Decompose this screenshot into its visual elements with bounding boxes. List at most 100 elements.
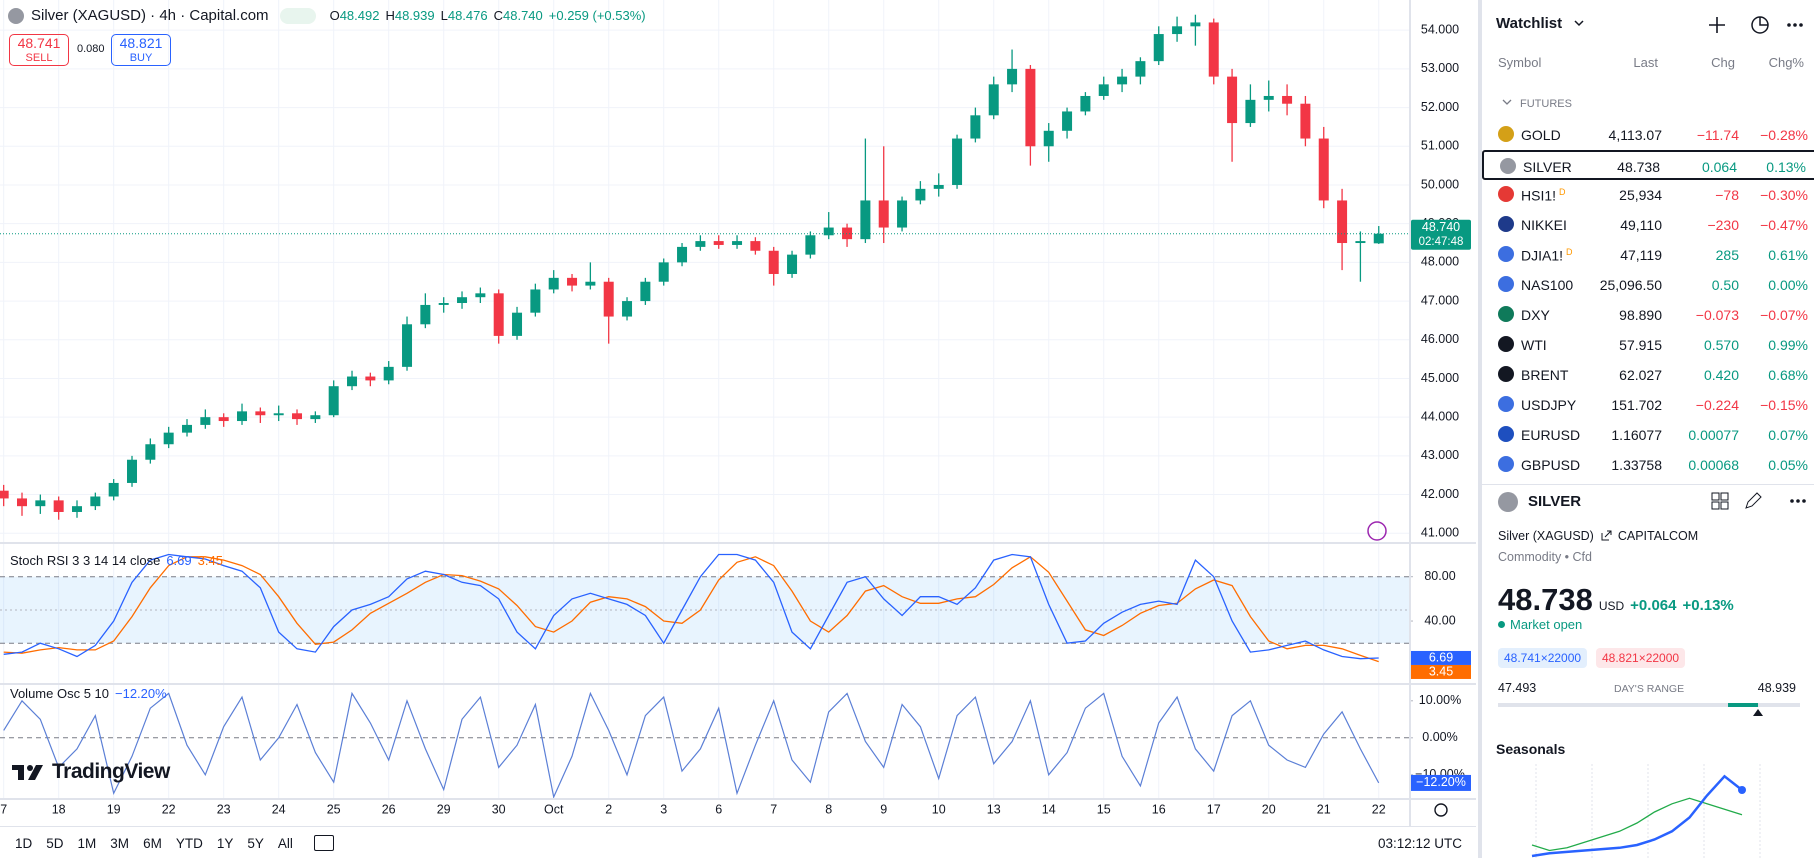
symbol: USDJPY <box>1521 397 1577 413</box>
candle-body <box>1080 95 1091 112</box>
range-button[interactable]: 5Y <box>247 835 264 851</box>
watchlist-row[interactable]: DJIA1! D 47,119 285 0.61% <box>1482 240 1814 270</box>
candle-body <box>237 411 248 422</box>
chg-pct: 0.07% <box>1768 427 1808 443</box>
watchlist-row[interactable]: DXY 98.890 −0.073 −0.07% <box>1482 300 1814 330</box>
watchlist-row[interactable]: HSI1! D 25,934 −78 −0.30% <box>1482 180 1814 210</box>
range-label: DAY'S RANGE <box>1614 683 1685 695</box>
y-tick-label: 80.00 <box>1424 569 1455 583</box>
date-range-icon[interactable] <box>313 835 334 851</box>
stoch-legend: Stoch RSI 3 3 14 14 close 6.69 3.45 <box>10 553 223 568</box>
watchlist-row[interactable]: WTI 57.915 0.570 0.99% <box>1482 330 1814 360</box>
candle-body <box>17 498 28 507</box>
external-link[interactable] <box>1600 530 1612 542</box>
buy-button[interactable]: 48.821 BUY <box>111 34 171 66</box>
watchlist-row[interactable]: NAS100 25,096.50 0.50 0.00% <box>1482 270 1814 300</box>
y-tick-label: 41.000 <box>1421 526 1459 540</box>
y-tick-label: 53.000 <box>1421 61 1459 75</box>
symbol-icon <box>1498 396 1514 412</box>
candle-body <box>842 227 853 240</box>
candle-body <box>768 250 779 274</box>
candle-body <box>457 297 468 304</box>
candle-body <box>347 376 358 387</box>
candle-body <box>713 241 724 245</box>
watchlist-row[interactable]: USDJPY 151.702 −0.224 −0.15% <box>1482 390 1814 420</box>
market-status: Market open <box>1498 617 1582 632</box>
value-tag-label: 3.45 <box>1429 664 1453 678</box>
x-tick-label: 23 <box>217 802 231 816</box>
value-tag <box>1411 774 1471 791</box>
range-button[interactable]: All <box>277 835 293 851</box>
ohlc-value: 48.740 <box>503 8 543 23</box>
candle-body <box>1043 130 1054 147</box>
chg: −0.224 <box>1695 397 1739 413</box>
range-button[interactable]: 1M <box>77 835 97 851</box>
range-button[interactable]: 1Y <box>216 835 234 851</box>
indicator-value: −12.20% <box>115 686 167 701</box>
x-tick-label: 13 <box>987 802 1001 816</box>
chg: 0.00068 <box>1688 457 1739 473</box>
x-tick-label: 29 <box>437 802 451 816</box>
price-change: +0.259 (+0.53%) <box>548 8 646 23</box>
status-dot <box>1498 621 1505 628</box>
symbol: DXY <box>1521 307 1550 323</box>
range-track <box>1498 703 1800 707</box>
sell-button[interactable]: 48.741 SELL <box>9 34 69 66</box>
x-tick-label: 9 <box>880 802 887 816</box>
chg-pct: −0.30% <box>1760 187 1808 203</box>
candle-body <box>933 184 944 189</box>
symbol-icon <box>1498 276 1514 292</box>
range-button[interactable]: 5D <box>46 835 64 851</box>
logo-text: TradingView <box>52 760 170 783</box>
x-tick-label: 10 <box>932 802 946 816</box>
candle-body <box>182 424 193 433</box>
watchlist-row[interactable]: SILVER 48.738 0.064 0.13% <box>1482 150 1814 180</box>
range-button[interactable]: 6M <box>143 835 162 851</box>
value-tag-label: −12.20% <box>1416 775 1466 789</box>
candle-body <box>860 200 871 240</box>
value-tag-label: 6.69 <box>1429 650 1453 664</box>
x-tick-label: 7 <box>0 802 7 816</box>
detail-change-pct: +0.13% <box>1682 597 1734 614</box>
candle-body <box>970 115 981 139</box>
watchlist-row[interactable]: GBPUSD 1.33758 0.00068 0.05% <box>1482 450 1814 480</box>
candle-body <box>1355 241 1366 244</box>
chg: 0.50 <box>1711 277 1739 293</box>
watchlist-row[interactable]: GOLD 4,113.07 −11.74 −0.28% <box>1482 120 1814 150</box>
chg: 0.00077 <box>1688 427 1739 443</box>
y-tick-label: 51.000 <box>1421 139 1459 153</box>
watchlist-title[interactable]: Watchlist <box>1496 15 1563 32</box>
range-bar <box>1498 703 1800 716</box>
last: 49,110 <box>1620 217 1662 233</box>
stoch-k-line <box>3 553 1379 660</box>
symbol-icon <box>1498 186 1514 202</box>
range-button[interactable]: 1D <box>15 835 33 851</box>
chg: 285 <box>1715 247 1739 263</box>
seasonal-line <box>1531 774 1743 858</box>
watchlist-row[interactable]: BRENT 62.027 0.420 0.68% <box>1482 360 1814 390</box>
last: 47,119 <box>1620 247 1662 263</box>
symbol: DJIA1! D <box>1521 247 1573 264</box>
y-tick-label: 43.000 <box>1421 448 1459 462</box>
settings-icon[interactable] <box>1434 803 1448 817</box>
range-button[interactable]: YTD <box>175 835 203 851</box>
x-tick-label: 7 <box>770 802 777 816</box>
bottom-toolbar: 1D 5D 1M 3M 6M YTD 1Y 5Y All 03:12:12 UTC <box>0 826 1476 859</box>
candle-body <box>1208 22 1219 77</box>
range-button[interactable]: 3M <box>110 835 130 851</box>
ohlc-value: 48.939 <box>394 8 435 23</box>
range-low: 47.493 <box>1498 681 1537 695</box>
candle-body <box>988 84 999 116</box>
clock: 03:12:12 UTC <box>1377 835 1462 851</box>
detail-currency: USD <box>1598 599 1625 613</box>
seasonal-point <box>1738 786 1746 794</box>
watchlist-row[interactable]: EURUSD 1.16077 0.00077 0.07% <box>1482 420 1814 450</box>
candle-body <box>512 312 523 336</box>
symbol: NIKKEI <box>1521 217 1567 233</box>
chg: 0.420 <box>1703 367 1739 383</box>
detail-price: 48.738 <box>1498 582 1593 617</box>
ohlc-label: L <box>440 8 448 23</box>
watchlist-icons <box>1709 16 1803 34</box>
watchlist-row[interactable]: NIKKEI 49,110 −230 −0.47% <box>1482 210 1814 240</box>
